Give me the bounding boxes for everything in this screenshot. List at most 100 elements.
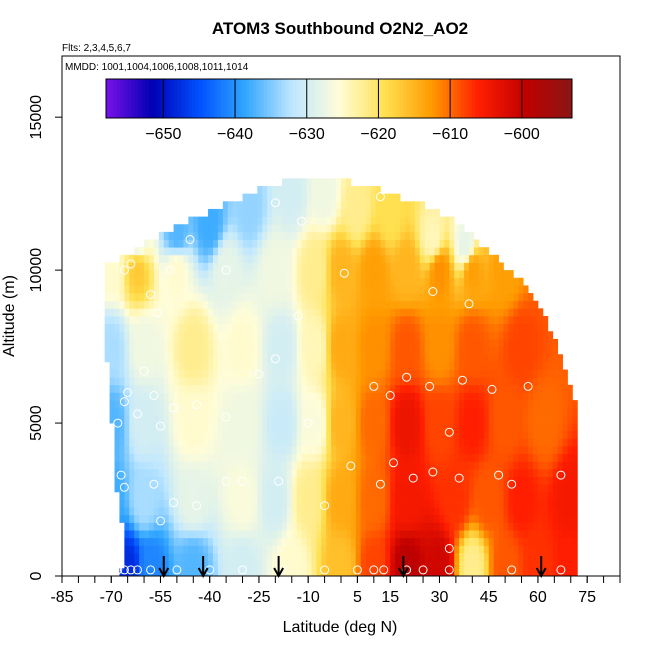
heatmap-cell xyxy=(109,270,115,279)
heatmap-cell xyxy=(168,354,174,363)
heatmap-cell xyxy=(355,201,362,210)
heatmap-cell xyxy=(306,323,312,332)
heatmap-cell xyxy=(232,568,238,576)
heatmap-cell xyxy=(178,522,184,531)
heatmap-cell xyxy=(473,476,480,485)
heatmap-cell xyxy=(483,407,490,416)
heatmap-cell xyxy=(296,300,303,309)
heatmap-cell xyxy=(429,308,435,317)
heatmap-cell xyxy=(311,430,317,439)
heatmap-cell xyxy=(395,468,401,477)
heatmap-cell xyxy=(311,545,317,554)
heatmap-cell xyxy=(262,216,268,225)
heatmap-cell xyxy=(119,430,125,439)
colorbar-segment xyxy=(206,79,211,118)
heatmap-cell xyxy=(208,537,214,546)
heatmap-cell xyxy=(523,316,529,325)
heatmap-cell xyxy=(139,407,145,416)
heatmap-cell xyxy=(178,491,184,500)
heatmap-cell xyxy=(409,369,416,378)
heatmap-cell xyxy=(321,277,327,286)
heatmap-cell xyxy=(365,484,371,493)
heatmap-cell xyxy=(360,461,367,470)
heatmap-cell xyxy=(439,453,445,462)
heatmap-cell xyxy=(567,446,573,455)
heatmap-cell xyxy=(183,308,189,317)
heatmap-cell xyxy=(321,530,327,539)
heatmap-cell xyxy=(478,247,485,256)
heatmap-cell xyxy=(173,392,179,401)
heatmap-cell xyxy=(380,277,386,286)
heatmap-cell xyxy=(567,484,573,493)
heatmap-cell xyxy=(350,461,357,470)
heatmap-cell xyxy=(537,522,544,531)
heatmap-cell xyxy=(385,537,391,546)
heatmap-cell xyxy=(503,369,509,378)
heatmap-cell xyxy=(237,537,243,546)
heatmap-cell xyxy=(478,316,485,325)
heatmap-cell xyxy=(272,300,278,309)
heatmap-cell xyxy=(124,254,130,263)
colorbar-segment xyxy=(106,79,110,118)
heatmap-cell xyxy=(464,346,470,355)
heatmap-cell xyxy=(144,476,150,485)
heatmap-cell xyxy=(242,415,248,424)
heatmap-cell xyxy=(267,446,273,455)
heatmap-cell xyxy=(395,369,401,378)
heatmap-cell xyxy=(291,530,298,539)
heatmap-cell xyxy=(193,476,199,485)
heatmap-cell xyxy=(508,560,514,569)
heatmap-cell xyxy=(242,476,248,485)
heatmap-cell xyxy=(488,491,495,500)
heatmap-cell xyxy=(572,438,578,447)
heatmap-cell xyxy=(439,484,445,493)
heatmap-cell xyxy=(473,331,480,340)
heatmap-cell xyxy=(272,461,278,470)
heatmap-cell xyxy=(124,270,130,279)
heatmap-cell xyxy=(276,446,283,455)
heatmap-cell xyxy=(139,338,145,347)
heatmap-cell xyxy=(144,377,150,386)
heatmap-cell xyxy=(503,453,509,462)
heatmap-cell xyxy=(414,545,421,554)
heatmap-cell xyxy=(523,407,529,416)
heatmap-cell xyxy=(533,453,539,462)
heatmap-cell xyxy=(493,316,499,325)
heatmap-cell xyxy=(469,338,475,347)
heatmap-cell xyxy=(434,560,440,569)
heatmap-cell xyxy=(542,545,549,554)
heatmap-cell xyxy=(473,293,480,302)
heatmap-cell xyxy=(286,300,293,309)
heatmap-cell xyxy=(242,308,248,317)
heatmap-cell xyxy=(272,553,278,562)
heatmap-cell xyxy=(380,262,386,271)
heatmap-cell xyxy=(498,293,504,302)
colorbar-segment xyxy=(288,79,293,118)
heatmap-cell xyxy=(153,346,160,355)
heatmap-cell xyxy=(395,507,401,516)
heatmap-cell xyxy=(434,262,440,271)
heatmap-cell xyxy=(311,270,317,279)
heatmap-cell xyxy=(326,400,332,409)
heatmap-cell xyxy=(375,530,381,539)
heatmap-cell xyxy=(567,491,573,500)
heatmap-cell xyxy=(242,499,248,508)
heatmap-cell xyxy=(222,446,229,455)
heatmap-cell xyxy=(414,468,421,477)
colorbar-segment xyxy=(324,79,329,118)
heatmap-cell xyxy=(153,560,160,569)
heatmap-cell xyxy=(405,247,411,256)
heatmap-cell xyxy=(183,468,189,477)
heatmap-cell xyxy=(542,438,549,447)
heatmap-cell xyxy=(380,331,386,340)
heatmap-cell xyxy=(252,415,258,424)
heatmap-cell xyxy=(183,316,189,325)
heatmap-cell xyxy=(247,331,253,340)
heatmap-cell xyxy=(232,224,238,233)
heatmap-cell xyxy=(262,270,268,279)
heatmap-cell xyxy=(242,522,248,531)
heatmap-cell xyxy=(414,507,421,516)
heatmap-cell xyxy=(345,331,352,340)
heatmap-cell xyxy=(109,369,115,378)
heatmap-cell xyxy=(557,530,563,539)
